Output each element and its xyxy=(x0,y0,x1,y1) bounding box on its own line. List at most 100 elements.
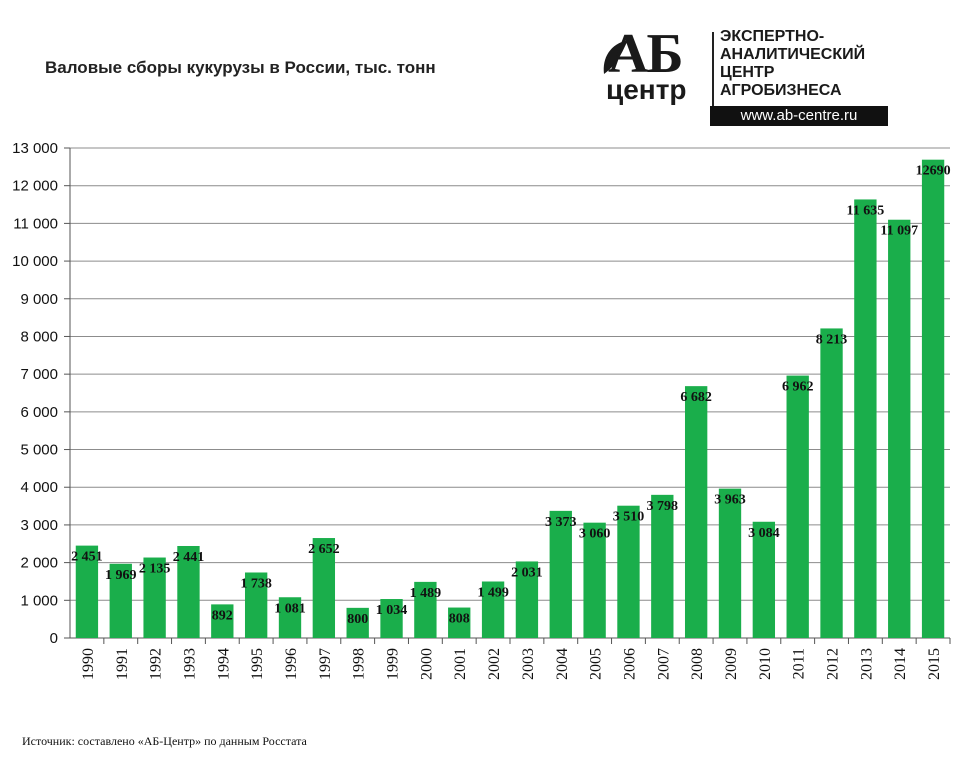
x-tick-label: 2010 xyxy=(757,648,774,680)
leaf-icon xyxy=(603,40,628,74)
logo-line-1: ЭКСПЕРТНО- xyxy=(720,28,825,45)
y-tick-label: 7 000 xyxy=(20,366,58,383)
data-label: 800 xyxy=(347,612,368,627)
bar xyxy=(651,494,674,638)
y-tick-label: 8 000 xyxy=(20,328,58,345)
data-label: 808 xyxy=(449,612,470,627)
y-tick-label: 11 000 xyxy=(13,215,58,232)
data-label: 3 373 xyxy=(545,515,577,530)
logo-divider xyxy=(712,32,714,122)
source-note: Источник: составлено «АБ-Центр» по данны… xyxy=(22,734,307,748)
y-tick-label: 5 000 xyxy=(20,442,58,459)
x-tick-label: 2001 xyxy=(452,648,469,680)
x-tick-label: 1990 xyxy=(80,648,97,680)
data-label: 2 441 xyxy=(173,550,205,565)
y-tick-label: 0 xyxy=(50,630,58,647)
bar xyxy=(684,386,708,638)
bar xyxy=(244,572,268,638)
x-tick-label: 2008 xyxy=(689,648,706,680)
x-tick-label: 2015 xyxy=(926,648,943,680)
data-label: 892 xyxy=(212,608,233,623)
data-label: 1 034 xyxy=(376,603,408,618)
bar xyxy=(211,604,234,638)
bar xyxy=(888,219,911,638)
bar xyxy=(752,521,776,638)
x-tick-label: 1999 xyxy=(385,648,402,680)
ab-centre-logo: АБ центр ЭКСПЕРТНО- АНАЛИТИЧЕСКИЙ ЦЕНТР … xyxy=(600,23,900,128)
y-tick-label: 1 000 xyxy=(20,592,58,609)
bar xyxy=(109,563,132,638)
bar xyxy=(515,561,539,638)
data-label: 2 652 xyxy=(308,542,340,557)
y-tick-label: 6 000 xyxy=(20,404,58,421)
x-tick-label: 1996 xyxy=(283,648,300,680)
x-tick-label: 1998 xyxy=(351,648,368,680)
y-tick-label: 10 000 xyxy=(12,253,58,270)
logo-centr: центр xyxy=(606,74,687,105)
bar xyxy=(278,597,302,638)
x-tick-label: 1997 xyxy=(317,648,334,680)
bar xyxy=(143,557,166,638)
x-tick-label: 2013 xyxy=(858,648,875,680)
data-label: 1 969 xyxy=(105,568,137,583)
data-label: 3 798 xyxy=(647,499,679,514)
logo-url: www.ab-centre.ru xyxy=(710,106,888,126)
x-tick-label: 2014 xyxy=(892,648,909,680)
logo-line-4: АГРОБИЗНЕСА xyxy=(720,82,842,99)
logo-abbrev: АБ xyxy=(608,23,683,85)
data-label: 1 081 xyxy=(274,601,306,616)
data-label: 1 499 xyxy=(477,585,509,600)
x-tick-label: 1991 xyxy=(114,648,131,680)
x-tick-label: 2002 xyxy=(486,648,503,680)
bar xyxy=(346,607,369,638)
data-label: 12690 xyxy=(916,164,951,179)
data-label: 2 451 xyxy=(71,550,103,565)
data-label: 1 489 xyxy=(410,586,442,601)
bar xyxy=(177,545,200,638)
x-tick-label: 2003 xyxy=(520,648,537,680)
data-label: 3 963 xyxy=(714,493,746,508)
data-label: 6 682 xyxy=(680,390,712,405)
data-label: 8 213 xyxy=(816,332,848,347)
x-tick-label: 2012 xyxy=(825,648,842,680)
bar xyxy=(617,505,640,638)
y-tick-label: 2 000 xyxy=(20,555,58,572)
data-label: 3 084 xyxy=(748,526,780,541)
y-tick-label: 13 000 xyxy=(12,140,58,157)
y-tick-label: 12 000 xyxy=(12,178,58,195)
logo-line-2: АНАЛИТИЧЕСКИЙ xyxy=(720,46,866,63)
logo-text: ЭКСПЕРТНО- АНАЛИТИЧЕСКИЙ ЦЕНТР АГРОБИЗНЕ… xyxy=(720,28,865,100)
x-tick-label: 2007 xyxy=(655,648,672,680)
bar xyxy=(786,375,809,638)
bar xyxy=(75,545,99,638)
data-label: 2 031 xyxy=(511,565,543,580)
data-label: 11 097 xyxy=(880,224,918,239)
y-tick-label: 4 000 xyxy=(20,479,58,496)
y-tick-label: 9 000 xyxy=(20,291,58,308)
x-tick-label: 2009 xyxy=(723,648,740,680)
chart-title: Валовые сборы кукурузы в России, тыс. то… xyxy=(45,58,436,77)
bar xyxy=(820,328,843,638)
data-label: 6 962 xyxy=(782,380,814,395)
bar xyxy=(549,510,572,638)
bar xyxy=(380,599,403,638)
x-tick-label: 2004 xyxy=(554,648,571,680)
y-tick-label: 3 000 xyxy=(20,517,58,534)
bar xyxy=(312,538,336,638)
x-tick-label: 2006 xyxy=(621,648,638,680)
x-tick-label: 1994 xyxy=(215,648,232,680)
x-tick-label: 2011 xyxy=(791,648,808,679)
data-label: 11 635 xyxy=(847,203,885,218)
bar xyxy=(414,581,437,638)
bar xyxy=(854,199,877,638)
data-label: 1 738 xyxy=(240,576,272,591)
x-tick-label: 1993 xyxy=(181,648,198,680)
bar-chart: 0 1 000 2 000 3 000 4 000 5 000 6 000 7 000 8 00… xyxy=(12,140,951,680)
bar xyxy=(718,488,742,638)
x-tick-label: 2005 xyxy=(588,648,605,680)
data-label: 3 510 xyxy=(613,510,645,525)
bar xyxy=(448,607,471,638)
x-tick-label: 2000 xyxy=(418,648,435,680)
x-tick-label: 1992 xyxy=(148,648,165,680)
data-label: 2 135 xyxy=(139,562,171,577)
